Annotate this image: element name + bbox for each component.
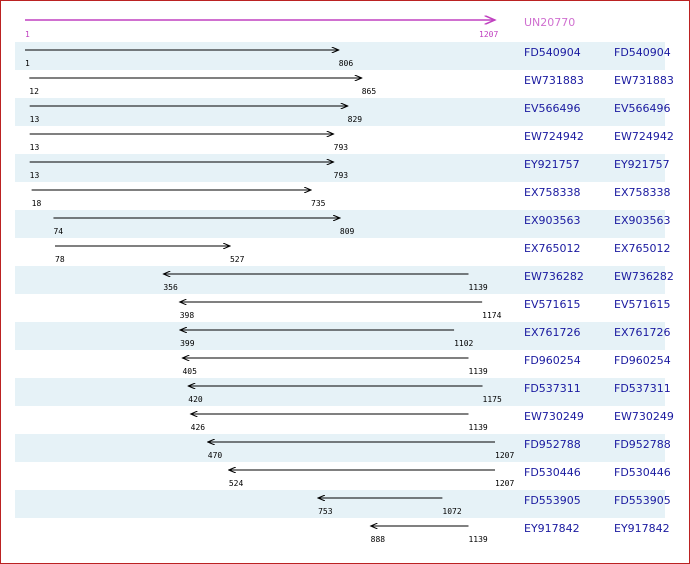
end-label: 829 bbox=[348, 115, 363, 124]
start-label: 524 bbox=[229, 479, 244, 488]
end-label: 1139 bbox=[468, 367, 487, 376]
row-band bbox=[15, 210, 665, 238]
sequence-id-2: EW736282 bbox=[614, 270, 674, 283]
start-label: 1 bbox=[25, 59, 30, 68]
reference-end: 1207 bbox=[479, 30, 498, 39]
end-label: 1139 bbox=[468, 423, 487, 432]
sequence-id: EY917842 bbox=[524, 522, 580, 535]
row-band bbox=[15, 378, 665, 406]
sequence-id: FD540904 bbox=[524, 46, 581, 59]
sequence-id: EW730249 bbox=[524, 410, 584, 423]
sequence-id: EW736282 bbox=[524, 270, 584, 283]
sequence-id: EX903563 bbox=[524, 214, 580, 227]
sequence-id: FD952788 bbox=[524, 438, 581, 451]
start-label: 74 bbox=[53, 227, 63, 236]
start-label: 13 bbox=[30, 171, 40, 180]
sequence-id: EY921757 bbox=[524, 158, 580, 171]
start-label: 13 bbox=[30, 115, 40, 124]
end-label: 865 bbox=[362, 87, 377, 96]
row-band bbox=[15, 322, 665, 350]
row-band bbox=[15, 42, 665, 70]
row-band bbox=[15, 266, 665, 294]
start-label: 18 bbox=[32, 199, 42, 208]
start-label: 398 bbox=[180, 311, 195, 320]
sequence-id: FD537311 bbox=[524, 382, 581, 395]
sequence-id-2: FD952788 bbox=[614, 438, 671, 451]
row-band bbox=[15, 434, 665, 462]
end-label: 1207 bbox=[495, 451, 514, 460]
reference-id: UN20770 bbox=[524, 16, 575, 29]
end-label: 793 bbox=[334, 143, 349, 152]
sequence-id: EX758338 bbox=[524, 186, 580, 199]
sequence-id-2: FD540904 bbox=[614, 46, 671, 59]
sequence-id-2: EV571615 bbox=[614, 298, 670, 311]
sequence-id-2: FD960254 bbox=[614, 354, 671, 367]
sequence-id-2: EX903563 bbox=[614, 214, 670, 227]
start-label: 399 bbox=[180, 339, 195, 348]
end-label: 806 bbox=[339, 59, 354, 68]
sequence-id: FD530446 bbox=[524, 466, 581, 479]
row-band bbox=[15, 154, 665, 182]
sequence-id-2: FD537311 bbox=[614, 382, 671, 395]
end-label: 1139 bbox=[468, 535, 487, 544]
sequence-id-2: EW724942 bbox=[614, 130, 674, 143]
sequence-id-2: EY917842 bbox=[614, 522, 670, 535]
end-label: 1139 bbox=[468, 283, 487, 292]
end-label: 527 bbox=[230, 255, 245, 264]
start-label: 426 bbox=[191, 423, 206, 432]
sequence-id-2: FD530446 bbox=[614, 466, 671, 479]
end-label: 809 bbox=[340, 227, 355, 236]
start-label: 753 bbox=[318, 507, 333, 516]
start-label: 420 bbox=[188, 395, 203, 404]
sequence-id-2: FD553905 bbox=[614, 494, 671, 507]
end-label: 793 bbox=[334, 171, 349, 180]
sequence-id: EW731883 bbox=[524, 74, 584, 87]
sequence-id-2: EW731883 bbox=[614, 74, 674, 87]
start-label: 888 bbox=[371, 535, 386, 544]
sequence-id-2: EX761726 bbox=[614, 326, 670, 339]
sequence-id-2: EX758338 bbox=[614, 186, 670, 199]
start-label: 356 bbox=[163, 283, 178, 292]
end-label: 1072 bbox=[442, 507, 461, 516]
sequence-id: EX765012 bbox=[524, 242, 580, 255]
sequence-id: FD960254 bbox=[524, 354, 581, 367]
sequence-id: EV571615 bbox=[524, 298, 580, 311]
sequence-id-2: EV566496 bbox=[614, 102, 670, 115]
reference-start: 1 bbox=[25, 30, 30, 39]
start-label: 405 bbox=[182, 367, 197, 376]
end-label: 1174 bbox=[482, 311, 501, 320]
sequence-id-2: EW730249 bbox=[614, 410, 674, 423]
start-label: 13 bbox=[30, 143, 40, 152]
sequence-id: EW724942 bbox=[524, 130, 584, 143]
row-band bbox=[15, 98, 665, 126]
sequence-id-2: EY921757 bbox=[614, 158, 670, 171]
start-label: 78 bbox=[55, 255, 65, 264]
sequence-id-2: EX765012 bbox=[614, 242, 670, 255]
end-label: 1175 bbox=[483, 395, 502, 404]
row-band bbox=[15, 490, 665, 518]
sequence-id: EV566496 bbox=[524, 102, 580, 115]
end-label: 735 bbox=[311, 199, 326, 208]
start-label: 12 bbox=[29, 87, 39, 96]
sequence-id: EX761726 bbox=[524, 326, 580, 339]
end-label: 1102 bbox=[454, 339, 473, 348]
sequence-id: FD553905 bbox=[524, 494, 581, 507]
start-label: 470 bbox=[208, 451, 223, 460]
end-label: 1207 bbox=[495, 479, 514, 488]
